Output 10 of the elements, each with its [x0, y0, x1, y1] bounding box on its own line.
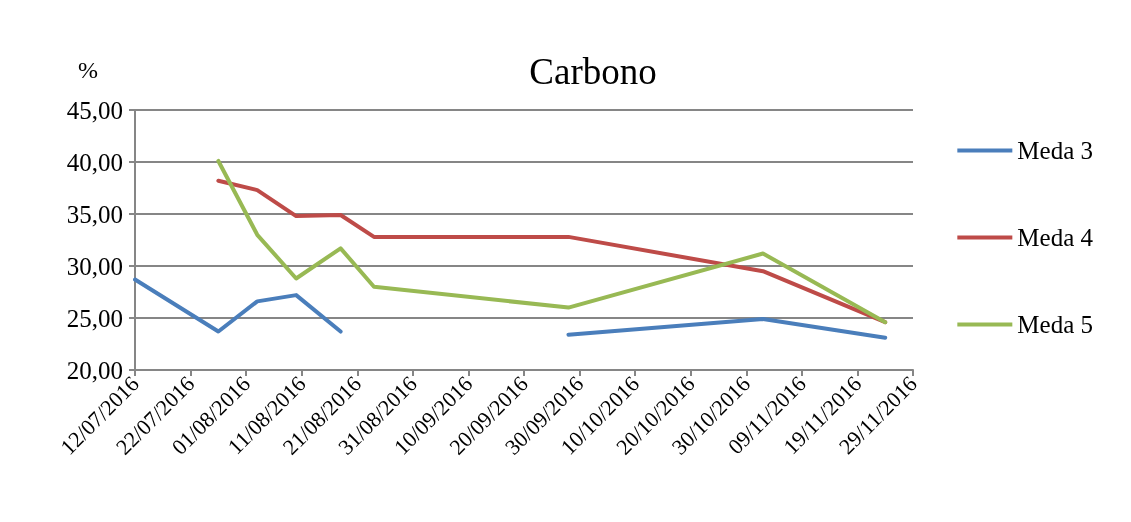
legend-label: Meda 3: [1017, 137, 1093, 164]
y-tick-label: 40,00: [66, 148, 123, 176]
y-tick-label: 25,00: [66, 304, 123, 332]
legend-label: Meda 5: [1017, 311, 1093, 338]
y-tick-label: 35,00: [66, 200, 123, 228]
y-axis-title: %: [78, 57, 98, 83]
y-tick-label: 30,00: [66, 252, 123, 280]
chart-title: Carbono: [529, 51, 657, 92]
legend-label: Meda 4: [1017, 224, 1094, 251]
y-tick-label: 45,00: [66, 96, 123, 124]
